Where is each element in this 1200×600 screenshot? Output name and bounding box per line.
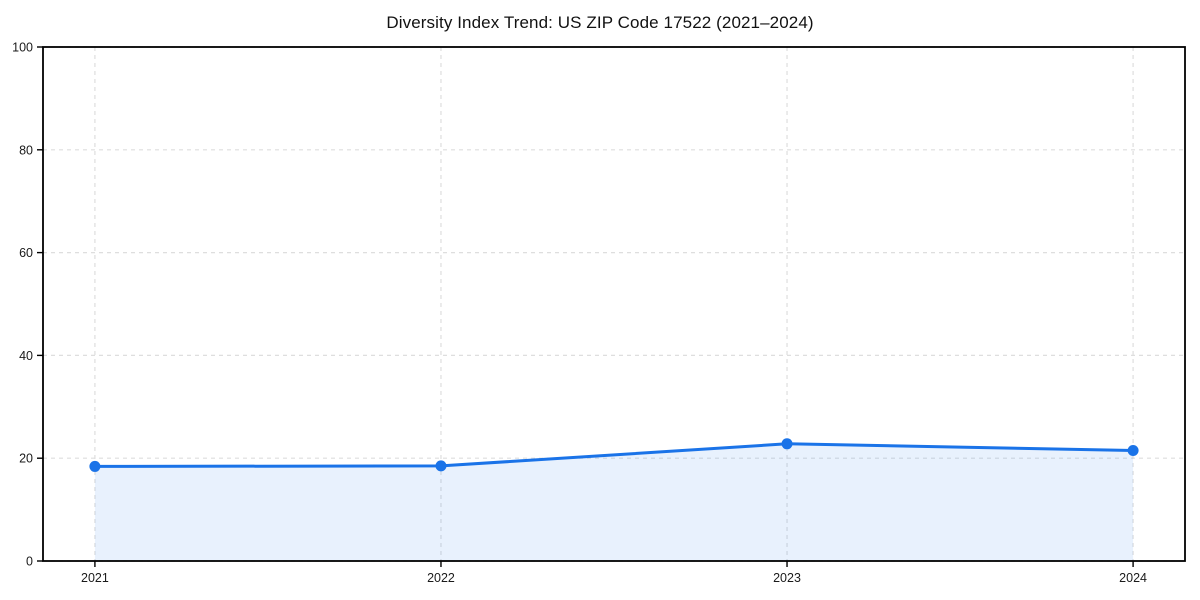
x-tick-label: 2022 (427, 571, 455, 585)
y-tick-label: 100 (12, 41, 33, 55)
y-tick-label: 20 (19, 452, 33, 466)
data-point-marker (89, 460, 101, 472)
chart-title: Diversity Index Trend: US ZIP Code 17522… (386, 13, 814, 32)
y-tick-label: 0 (26, 555, 33, 569)
data-point-marker (435, 460, 447, 472)
y-tick-label: 60 (19, 246, 33, 260)
trend-line (93, 442, 1135, 468)
x-tick-label: 2023 (773, 571, 801, 585)
area-fill (94, 443, 1134, 561)
x-tick-label: 2021 (81, 571, 109, 585)
data-point-marker (1127, 444, 1139, 456)
y-tick-label: 80 (19, 143, 33, 157)
y-tick-label: 40 (19, 349, 33, 363)
plot-border (42, 46, 1186, 562)
data-point-marker (781, 438, 793, 450)
x-tick-label: 2024 (1119, 571, 1147, 585)
